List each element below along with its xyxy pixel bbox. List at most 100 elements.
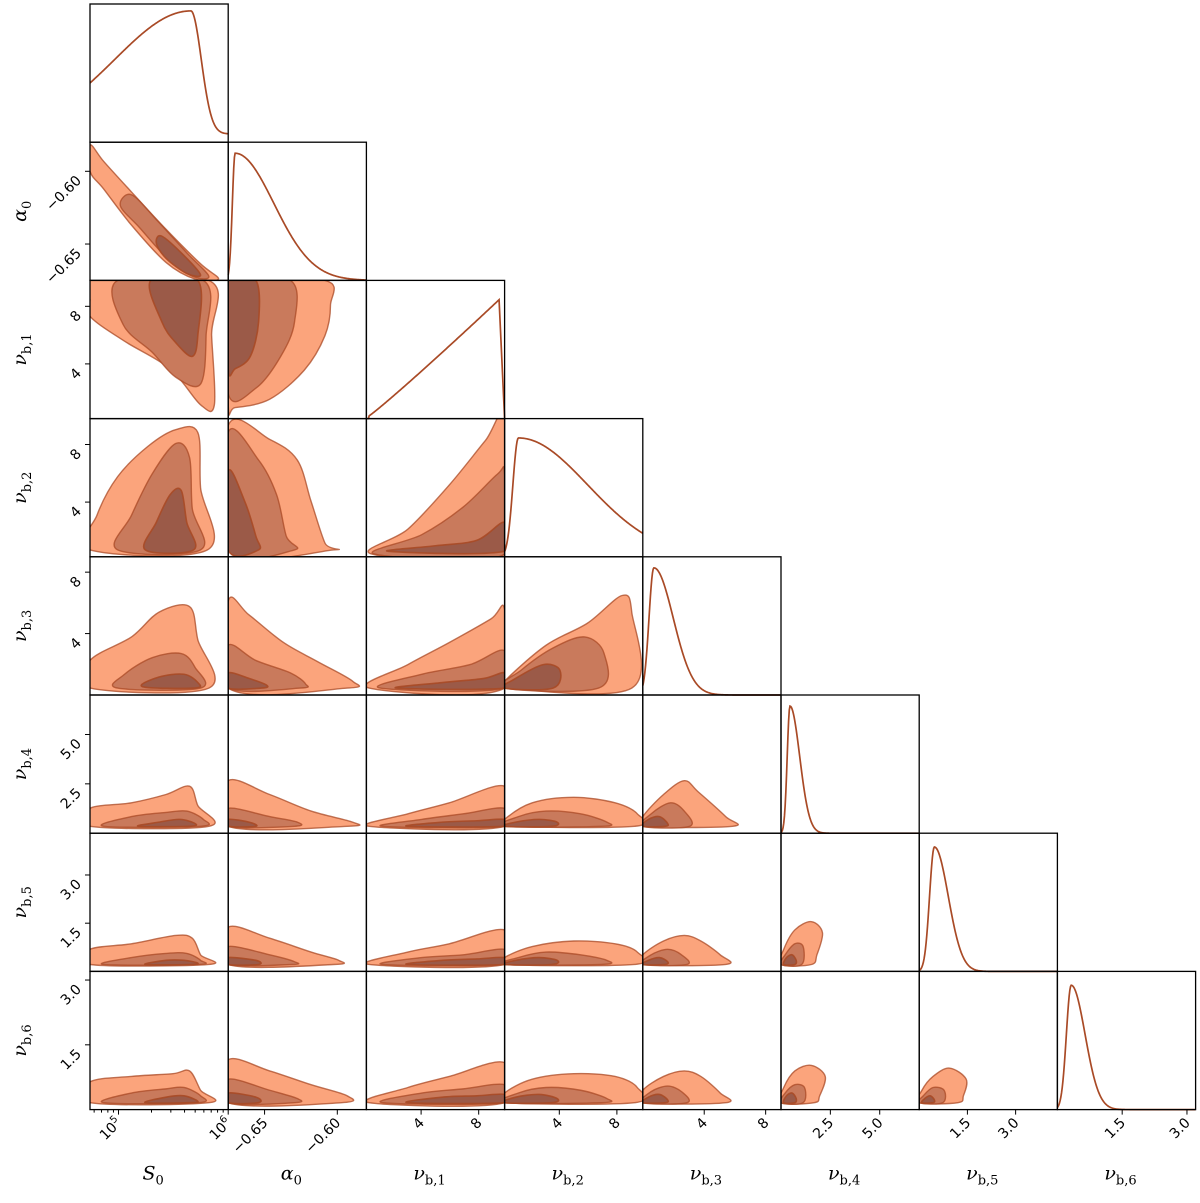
y-axis-label-nu_b6: νb,6	[9, 1024, 35, 1056]
x-axis-label-nu_b6: νb,6	[1104, 1163, 1136, 1189]
marginal-panel-frame	[642, 556, 782, 696]
contour-level-3	[142, 487, 197, 555]
contour-level-3	[228, 671, 269, 691]
contour-panel-frame	[89, 141, 229, 282]
marginal-panel-frame	[227, 141, 368, 282]
y-axis-label-nu_b3: νb,3	[9, 610, 35, 642]
contour-panel-r2-c1	[228, 280, 335, 416]
contour-panel-r4-c1	[228, 596, 361, 695]
contour-level-3	[642, 815, 670, 828]
contour-level-3	[140, 673, 202, 690]
y-tick-label: 3.0	[58, 876, 85, 903]
x-axis-label-nu_b5: νb,5	[966, 1163, 998, 1189]
contour-panel-r4-c0	[90, 604, 216, 694]
x-tick-label: 105	[95, 1114, 125, 1144]
y-axis-label-nu_b2: νb,2	[9, 472, 35, 504]
x-tick-label: 3.0	[1167, 1115, 1194, 1142]
contour-level-3	[228, 1092, 262, 1105]
marginal-density-nu_b4	[780, 704, 920, 835]
contour-panel-r5-c2	[366, 784, 505, 831]
x-tick-label: 8	[755, 1115, 773, 1133]
contour-panel-r7-c0	[90, 1069, 217, 1106]
contour-level-3	[143, 959, 199, 966]
contour-panel-r6-c4	[642, 934, 732, 967]
y-tick-label: 4	[67, 635, 85, 653]
contour-level-3	[228, 818, 258, 828]
contour-panel-r6-c5	[781, 920, 824, 967]
x-tick-label: −0.60	[302, 1115, 344, 1157]
contour-panel-r7-c3	[504, 1072, 643, 1105]
contour-panel-r7-c2	[366, 1061, 505, 1107]
x-axis-label-S0: S0	[142, 1163, 163, 1189]
contour-level-3	[228, 956, 262, 966]
contour-level-3	[228, 468, 262, 557]
y-tick-label: 1.5	[58, 925, 85, 952]
contour-panel-r6-c1	[228, 925, 345, 969]
x-tick-label: 5.0	[859, 1115, 886, 1142]
contour-panel-r7-c5	[781, 1064, 827, 1105]
x-axis-label-nu_b2: νb,2	[552, 1163, 584, 1189]
contour-level-3	[405, 1093, 505, 1105]
contour-panel-r1-c0	[90, 144, 220, 281]
y-tick-label: 4	[67, 365, 85, 383]
contour-panel-r3-c1	[228, 418, 340, 557]
contour-panel-r6-c2	[366, 928, 505, 969]
contour-level-3	[504, 818, 560, 828]
contour-level-3	[405, 818, 505, 828]
y-tick-label: 2.5	[58, 785, 85, 812]
contour-level-3	[504, 956, 560, 966]
contour-level-1	[90, 144, 220, 281]
contour-level-3	[504, 663, 562, 691]
contour-level-2	[119, 193, 210, 280]
marginal-panel-frame	[780, 694, 920, 834]
y-tick-label: 5.0	[58, 736, 85, 763]
x-tick-label: 4	[549, 1115, 567, 1133]
marginal-density-nu_b6	[1056, 984, 1196, 1111]
y-tick-label: 3.0	[58, 982, 85, 1009]
x-tick-label: 1.5	[947, 1115, 974, 1142]
contour-level-3	[920, 1094, 936, 1104]
x-tick-label: 3.0	[995, 1115, 1022, 1142]
x-tick-label: 106	[205, 1114, 235, 1144]
x-tick-label: 1.5	[1102, 1115, 1129, 1142]
contour-level-3	[405, 956, 505, 966]
contour-level-3	[136, 818, 198, 828]
y-axis-label-nu_b4: νb,4	[9, 748, 35, 780]
contour-level-3	[642, 1093, 670, 1105]
marginal-density-nu_b3	[641, 566, 781, 696]
contour-panel-r7-c6	[919, 1067, 968, 1105]
marginal-density-nu_b1	[366, 297, 506, 420]
x-axis-label-nu_b1: νb,1	[413, 1163, 445, 1189]
x-tick-label: 2.5	[810, 1115, 837, 1142]
y-axis-label-nu_b1: νb,1	[9, 333, 35, 365]
marginal-density-nu_b2	[503, 437, 644, 552]
contour-panel-r3-c0	[90, 425, 215, 557]
y-tick-label: −0.65	[43, 246, 85, 288]
y-axis-label-alpha0: α0	[9, 201, 35, 222]
contour-panel-r5-c1	[228, 778, 361, 831]
x-tick-label: 4	[693, 1115, 711, 1133]
y-tick-label: 4	[67, 504, 85, 522]
marginal-panel-frame	[89, 3, 229, 143]
contour-level-3	[385, 521, 505, 555]
contour-level-3	[155, 234, 202, 278]
contour-panel-r3-c2	[367, 418, 505, 557]
x-tick-label: 8	[606, 1115, 624, 1133]
marginal-density-alpha0	[227, 152, 367, 281]
contour-panel-r7-c4	[642, 1070, 732, 1105]
panels-layer	[89, 10, 1196, 1111]
x-axis-label-alpha0: α0	[281, 1163, 302, 1189]
x-tick-label: 4	[410, 1115, 428, 1133]
contour-panel-r4-c2	[366, 604, 505, 695]
y-tick-label: 1.5	[58, 1046, 85, 1073]
contour-panel-r5-c3	[504, 796, 643, 829]
contour-level-2	[371, 465, 505, 557]
contour-panel-r6-c3	[504, 940, 643, 967]
x-tick-label: −0.65	[230, 1115, 272, 1157]
y-axis-label-nu_b5: νb,5	[9, 886, 35, 918]
contour-panel-r2-c0	[90, 280, 220, 413]
contour-panel-r6-c0	[90, 934, 217, 967]
contour-panel-r5-c0	[90, 785, 216, 830]
